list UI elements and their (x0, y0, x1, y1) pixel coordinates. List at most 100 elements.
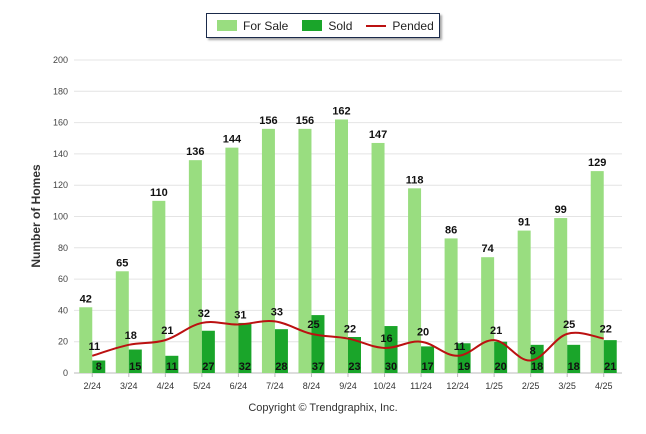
data-label-pended: 32 (198, 308, 210, 320)
data-label-sold: 20 (495, 361, 507, 373)
x-tick-label: 4/25 (595, 381, 613, 391)
x-tick-label: 11/24 (410, 381, 432, 391)
data-label-sold: 23 (348, 361, 360, 373)
bar-for-sale (225, 147, 239, 373)
bar-sold (348, 337, 361, 373)
bar-sold (311, 315, 325, 373)
bar-sold (494, 341, 508, 373)
bar-for-sale (79, 307, 93, 373)
y-tick-label: 60 (58, 274, 68, 284)
data-label-sold: 37 (312, 361, 324, 373)
data-label-for-sale: 110 (150, 187, 168, 199)
data-label-pended: 25 (307, 319, 319, 331)
x-tick-label: 6/24 (230, 381, 248, 391)
bar-for-sale (371, 142, 385, 373)
bar-sold (603, 340, 617, 373)
data-label-pended: 11 (88, 341, 100, 353)
bar-sold (457, 343, 471, 373)
data-label-for-sale: 91 (518, 217, 530, 229)
bar-for-sale (188, 160, 202, 373)
for-sale-swatch (217, 20, 237, 31)
data-label-pended: 8 (530, 345, 536, 357)
x-tick-label: 5/24 (193, 381, 211, 391)
data-label-for-sale: 99 (555, 204, 567, 216)
bar-for-sale (298, 128, 312, 373)
y-tick-label: 200 (53, 55, 68, 65)
data-label-sold: 32 (239, 361, 251, 373)
data-label-pended: 33 (271, 306, 283, 318)
data-label-sold: 27 (202, 361, 214, 373)
data-label-sold: 15 (129, 361, 141, 373)
copyright-text: Copyright © Trendgraphix, Inc. (248, 402, 398, 414)
bar-sold (384, 326, 398, 373)
data-label-sold: 19 (458, 361, 470, 373)
bar-sold (421, 346, 435, 373)
legend-item-sold[interactable]: Sold (302, 19, 352, 33)
x-tick-label: 10/24 (373, 381, 396, 391)
bar-for-sale (152, 200, 166, 373)
data-label-pended: 16 (380, 333, 392, 345)
x-tick-label: 8/24 (303, 381, 321, 391)
data-label-for-sale: 65 (116, 257, 128, 269)
y-tick-label: 0 (63, 368, 68, 378)
pended-swatch (366, 24, 387, 27)
data-label-sold: 17 (421, 361, 433, 373)
x-tick-label: 3/25 (558, 381, 576, 391)
bar-sold (128, 349, 142, 373)
data-label-pended: 25 (563, 319, 575, 331)
data-label-sold: 11 (166, 361, 178, 373)
data-label-for-sale: 147 (369, 129, 387, 141)
legend-item-for-sale[interactable]: For Sale (217, 19, 288, 33)
legend-label-pended: Pended (392, 18, 434, 33)
legend-item-pended[interactable]: Pended (366, 18, 434, 33)
pended-line (91, 319, 604, 362)
legend: For Sale Sold Pended (206, 13, 440, 38)
data-label-pended: 18 (125, 330, 137, 342)
bar-sold (567, 344, 581, 373)
data-label-for-sale: 86 (445, 224, 457, 236)
data-label-pended: 21 (490, 325, 502, 337)
data-label-for-sale: 136 (186, 146, 204, 158)
bar-sold (274, 329, 288, 373)
bar-for-sale (408, 188, 422, 373)
bar-for-sale (444, 238, 458, 373)
legend-label-sold: Sold (328, 18, 353, 33)
bar-for-sale (115, 271, 129, 373)
data-label-sold: 30 (385, 361, 397, 373)
data-label-sold: 18 (531, 361, 543, 373)
bar-sold (238, 322, 252, 373)
data-label-for-sale: 144 (223, 134, 242, 146)
y-tick-label: 160 (53, 118, 68, 128)
x-tick-label: 4/24 (157, 381, 175, 391)
y-tick-label: 40 (58, 305, 68, 315)
data-label-sold: 28 (275, 361, 287, 373)
y-tick-label: 80 (58, 243, 68, 253)
bar-sold (92, 360, 106, 373)
data-label-pended: 22 (600, 324, 612, 336)
data-label-sold: 18 (568, 361, 580, 373)
x-tick-label: 12/24 (446, 381, 469, 391)
data-label-for-sale: 129 (588, 157, 606, 169)
data-label-sold: 8 (96, 361, 102, 373)
bar-for-sale (261, 128, 275, 373)
data-label-sold: 21 (604, 361, 616, 373)
y-tick-label: 140 (53, 149, 68, 159)
x-tick-label: 3/24 (120, 381, 138, 391)
data-label-for-sale: 118 (406, 174, 424, 186)
y-tick-label: 180 (53, 86, 68, 96)
data-label-pended: 31 (234, 309, 246, 321)
data-label-for-sale: 42 (80, 293, 92, 305)
data-label-pended: 20 (417, 327, 429, 339)
data-label-for-sale: 156 (259, 115, 277, 127)
bar-for-sale (554, 218, 568, 373)
data-label-for-sale: 74 (482, 243, 495, 255)
bar-for-sale (335, 119, 348, 373)
data-label-for-sale: 162 (332, 105, 350, 117)
data-label-pended: 22 (344, 324, 356, 336)
x-tick-label: 2/25 (522, 381, 540, 391)
y-tick-label: 100 (53, 212, 68, 222)
bar-sold (165, 355, 179, 373)
x-tick-label: 2/24 (84, 381, 102, 391)
bar-for-sale (517, 230, 531, 373)
